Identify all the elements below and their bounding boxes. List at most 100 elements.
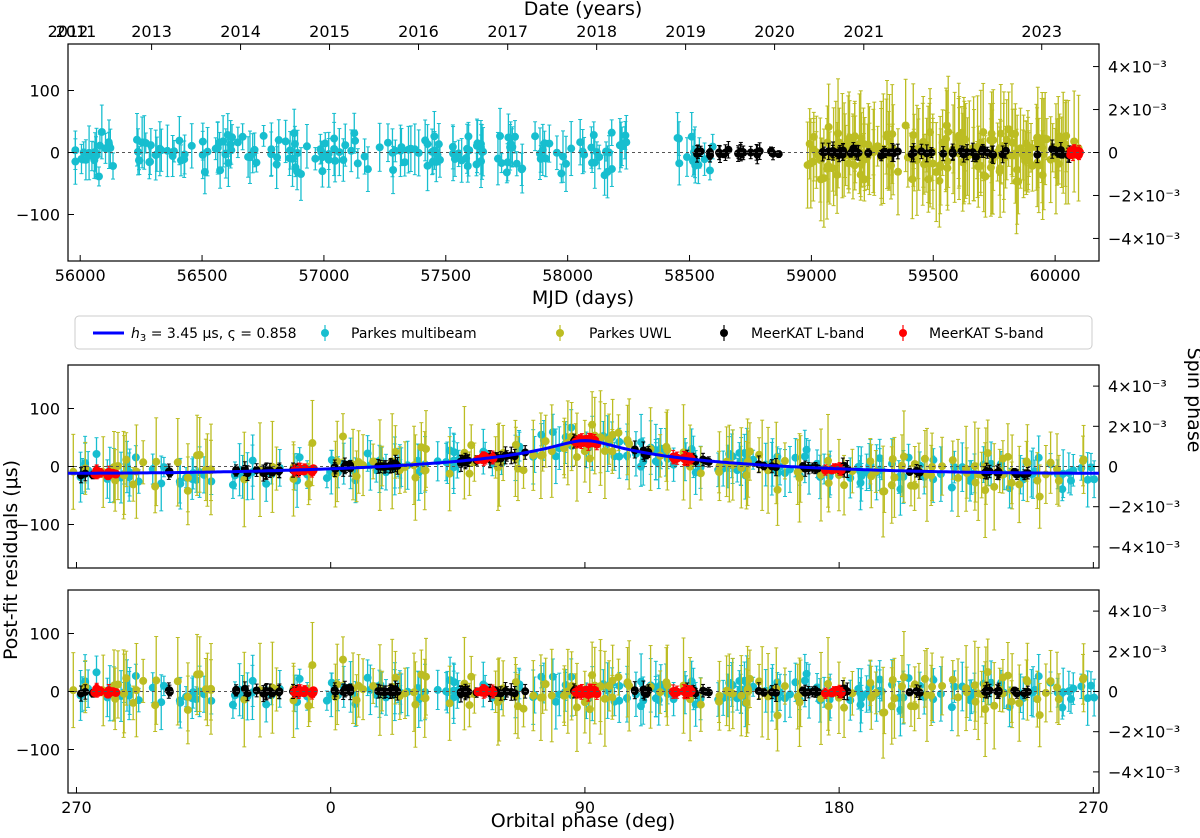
legend: h3 = 3.45 μs, ς = 0.858 Parkes multibeam… <box>75 316 1092 349</box>
data-point <box>781 457 789 465</box>
data-point <box>467 441 475 449</box>
bottom-panel-points <box>69 622 1098 758</box>
data-point <box>361 153 369 161</box>
right-tick-label: 2×10⁻³ <box>1108 101 1167 120</box>
data-point <box>384 139 392 147</box>
middle-panel-points <box>69 391 1098 538</box>
top-x-tick-label: 2020 <box>754 22 795 41</box>
top-panel: 1000−1004×10⁻³2×10⁻³0−2×10⁻³−4×10⁻³56000… <box>16 0 1180 309</box>
data-point <box>252 159 260 167</box>
x-tick-label: 59000 <box>786 266 837 285</box>
data-point <box>479 148 487 156</box>
x-tick-label: 56500 <box>177 266 228 285</box>
data-point <box>91 148 99 156</box>
data-point <box>424 140 432 148</box>
data-point <box>514 465 522 473</box>
data-point <box>608 447 616 455</box>
data-point <box>311 155 319 163</box>
data-point <box>567 145 575 153</box>
data-point <box>71 158 79 166</box>
x-tick-label: 57000 <box>298 266 349 285</box>
right-tick-label: −2×10⁻³ <box>1108 186 1180 205</box>
data-point <box>590 131 598 139</box>
data-point <box>267 145 275 153</box>
data-point <box>174 458 182 466</box>
data-point <box>397 143 405 151</box>
data-point <box>894 168 902 176</box>
data-point <box>887 162 895 170</box>
x-tick-label: 58000 <box>542 266 593 285</box>
data-point <box>615 453 623 461</box>
data-point <box>157 146 165 154</box>
data-point <box>465 470 473 478</box>
data-point <box>330 135 338 143</box>
top-x-tick-label: 2013 <box>131 22 172 41</box>
data-point <box>960 150 968 158</box>
data-point <box>347 147 355 155</box>
data-point <box>188 142 196 150</box>
right-tick-label: 0 <box>1108 144 1118 163</box>
data-point <box>436 156 444 164</box>
data-point <box>134 148 142 156</box>
data-point <box>804 161 812 169</box>
data-point <box>477 157 485 165</box>
data-point <box>152 458 160 466</box>
data-point <box>140 138 148 146</box>
data-point <box>990 483 998 491</box>
data-point <box>559 153 567 161</box>
data-point <box>999 150 1007 158</box>
data-point <box>429 158 437 166</box>
data-point <box>531 132 539 140</box>
data-point <box>1005 125 1013 133</box>
right-tick-label: 4×10⁻³ <box>1108 58 1167 77</box>
data-point <box>926 128 934 136</box>
data-point <box>496 132 504 140</box>
data-point <box>810 133 818 141</box>
data-point <box>948 484 956 492</box>
data-point <box>260 132 268 140</box>
data-point <box>214 143 222 151</box>
data-point <box>224 131 232 139</box>
data-point <box>1067 695 1075 703</box>
data-point <box>175 137 183 145</box>
data-point <box>1023 459 1031 467</box>
y-tick-label: 0 <box>50 144 60 163</box>
data-point <box>199 138 207 146</box>
legend-sband-label: MeerKAT S-band <box>929 326 1044 342</box>
y-tick-label: −100 <box>16 206 60 225</box>
data-point <box>1015 480 1023 488</box>
data-point <box>849 135 857 143</box>
data-point <box>588 159 596 167</box>
data-point <box>364 674 372 682</box>
mjd-axis-title: MJD (days) <box>532 287 634 309</box>
data-point <box>229 481 237 489</box>
data-point <box>944 128 952 136</box>
data-point <box>602 147 610 155</box>
data-point <box>474 139 482 147</box>
data-point <box>289 155 297 163</box>
data-point <box>888 481 896 489</box>
top-x-tick-label: 2015 <box>309 22 350 41</box>
top-x-tick-label: 2016 <box>398 22 439 41</box>
data-point <box>407 145 415 153</box>
data-point <box>129 480 137 488</box>
data-point <box>817 175 825 183</box>
data-point <box>290 129 298 137</box>
data-point <box>170 147 178 155</box>
data-point <box>857 479 865 487</box>
x-tick-label: 60000 <box>1030 266 1081 285</box>
top-x-tick-label: 2021 <box>843 22 884 41</box>
data-point <box>825 479 833 487</box>
right-tick-label: −4×10⁻³ <box>1108 229 1180 248</box>
data-point <box>954 474 962 482</box>
data-point <box>988 150 996 158</box>
data-point <box>608 129 616 137</box>
date-axis-title: Date (years) <box>524 0 643 20</box>
data-point <box>1038 137 1046 145</box>
data-point <box>151 483 159 491</box>
data-point <box>1069 147 1078 156</box>
legend-model-label: h3 = 3.45 μs, ς = 0.858 <box>131 326 297 344</box>
data-point <box>96 142 104 150</box>
x-tick-label: 57500 <box>420 266 471 285</box>
